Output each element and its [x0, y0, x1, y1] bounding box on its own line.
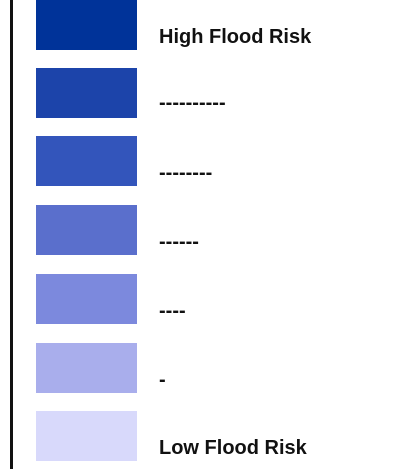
legend-item-level-6: - — [0, 343, 393, 393]
legend-item-level-5: ---- — [0, 274, 393, 324]
legend-swatch — [36, 343, 137, 393]
legend-swatch — [36, 274, 137, 324]
legend-label: ------ — [159, 231, 199, 253]
legend-label: - — [159, 369, 166, 391]
legend-item-level-3: -------- — [0, 136, 393, 186]
legend-swatch — [36, 68, 137, 118]
legend-label: -------- — [159, 162, 213, 184]
legend-label: ---- — [159, 300, 186, 322]
legend-item-low-flood-risk: Low Flood Risk — [0, 411, 393, 461]
legend-item-high-flood-risk: High Flood Risk — [0, 0, 393, 50]
legend-swatch — [36, 0, 137, 50]
legend-swatch — [36, 205, 137, 255]
legend-label: ---------- — [159, 92, 226, 114]
legend-left-border — [10, 0, 13, 469]
legend-swatch — [36, 411, 137, 461]
legend-label: Low Flood Risk — [159, 437, 307, 459]
legend-label: High Flood Risk — [159, 26, 312, 48]
legend-swatch — [36, 136, 137, 186]
legend-item-level-2: ---------- — [0, 68, 393, 118]
legend-item-level-4: ------ — [0, 205, 393, 255]
